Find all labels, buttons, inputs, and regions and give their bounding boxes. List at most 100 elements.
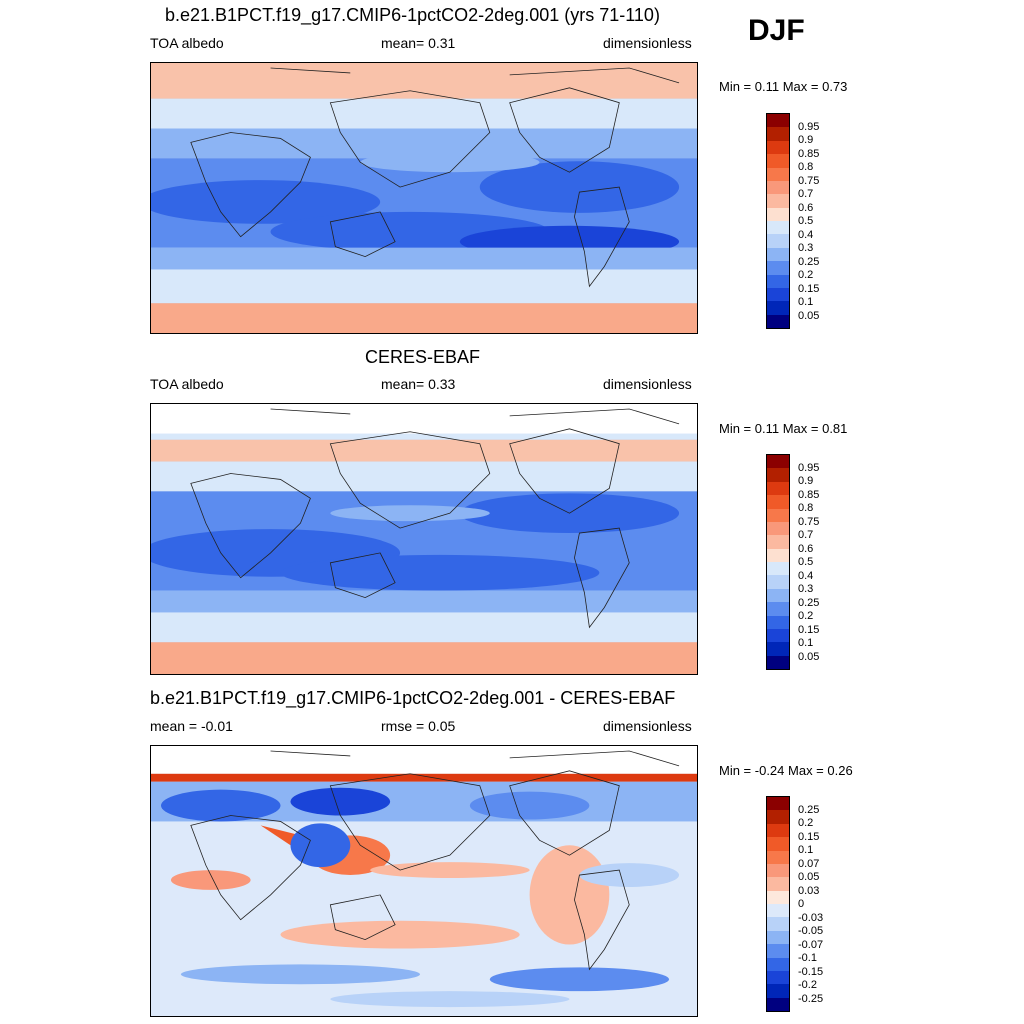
colorbar-tick-label: 0.25 [798, 803, 820, 816]
colorbar-tick-label: 0.15 [798, 282, 820, 295]
panel-1-map-field [151, 63, 697, 333]
colorbar-tick-label: 0.15 [798, 830, 820, 843]
panel-2-map-field [151, 404, 697, 674]
colorbar-tick-label: -0.2 [798, 979, 817, 991]
panel-1-minmax: Min = 0.11 Max = 0.73 [719, 79, 848, 94]
colorbar-swatch [767, 548, 789, 562]
colorbar-swatch [767, 944, 789, 958]
colorbar-swatch [767, 301, 789, 315]
colorbar-swatch [767, 287, 789, 302]
colorbar-tick-label: 0.25 [798, 596, 820, 609]
colorbar-swatch [767, 234, 789, 248]
panel-2-map [150, 403, 698, 675]
colorbar-tick-label: 0.05 [798, 650, 820, 663]
colorbar-swatch [767, 167, 789, 181]
panel-2-variable: TOA albedo [150, 376, 224, 392]
colorbar-swatch [767, 207, 789, 221]
colorbar-tick-label: 0.3 [798, 583, 814, 595]
panel-3-map [150, 745, 698, 1017]
colorbar-swatch [767, 984, 789, 998]
colorbar-swatch [767, 602, 789, 616]
colorbar-tick-label: 0.5 [798, 556, 814, 568]
colorbar-swatch [767, 140, 789, 155]
colorbar-swatch [767, 247, 789, 262]
colorbar-tick-label: 0.4 [798, 569, 814, 582]
panel-3-mean: mean = -0.01 [150, 718, 233, 734]
panel-3-map-field [151, 746, 697, 1016]
colorbar-swatch [767, 850, 789, 864]
colorbar-swatch [767, 455, 789, 469]
colorbar-swatch [767, 194, 789, 208]
colorbar-tick-label: 0.1 [798, 296, 814, 308]
colorbar-tick-label: 0.5 [798, 215, 814, 227]
colorbar-tick-label: 0.1 [798, 844, 814, 856]
colorbar-tick-label: 0.2 [798, 817, 814, 829]
colorbar-tick-label: 0.9 [798, 134, 814, 146]
colorbar-swatch [767, 274, 789, 288]
colorbar-tick-label: 0.6 [798, 542, 814, 555]
panel-1-map [150, 62, 698, 334]
colorbar-tick-label: 0.95 [798, 120, 820, 133]
colorbar-tick-label: 0.9 [798, 475, 814, 487]
colorbar-tick-label: -0.1 [798, 952, 817, 964]
colorbar-swatch [767, 917, 789, 931]
panel-2-mean: mean= 0.33 [381, 376, 456, 392]
panel-2-colorbar [766, 454, 790, 670]
colorbar-swatch [767, 575, 789, 589]
colorbar-tick-label: 0.8 [798, 502, 814, 514]
colorbar-swatch [767, 797, 789, 811]
panel-1-colorbar [766, 113, 790, 329]
colorbar-swatch [767, 261, 789, 275]
colorbar-swatch [767, 997, 789, 1011]
panel-3-colorbar [766, 796, 790, 1012]
colorbar-tick-label: 0 [798, 898, 805, 910]
colorbar-tick-label: 0.03 [798, 884, 820, 897]
panel-1-mean: mean= 0.31 [381, 35, 456, 51]
panel-3-rmse: rmse = 0.05 [381, 718, 456, 734]
colorbar-tick-label: -0.25 [798, 992, 824, 1005]
colorbar-tick-label: 0.7 [798, 188, 814, 200]
colorbar-swatch [767, 535, 789, 549]
colorbar-swatch [767, 114, 789, 128]
colorbar-swatch [767, 180, 789, 195]
colorbar-swatch [767, 837, 789, 851]
colorbar-tick-label: 0.4 [798, 228, 814, 241]
colorbar-swatch [767, 562, 789, 576]
colorbar-tick-label: 0.05 [798, 309, 820, 322]
colorbar-swatch [767, 863, 789, 878]
colorbar-tick-label: 0.7 [798, 529, 814, 541]
colorbar-tick-label: 0.85 [798, 488, 820, 501]
colorbar-tick-label: 0.2 [798, 610, 814, 622]
colorbar-swatch [767, 221, 789, 235]
panel-2-title: CERES-EBAF [365, 347, 481, 367]
colorbar-swatch [767, 890, 789, 904]
colorbar-swatch [767, 957, 789, 971]
colorbar-swatch [767, 930, 789, 945]
colorbar-tick-label: 0.75 [798, 174, 820, 187]
colorbar-swatch [767, 877, 789, 891]
panel-3-minmax: Min = -0.24 Max = 0.26 [719, 763, 853, 778]
panel-3-title: b.e21.B1PCT.f19_g17.CMIP6-1pctCO2-2deg.0… [150, 688, 676, 708]
colorbar-tick-label: -0.07 [798, 938, 824, 951]
colorbar-swatch [767, 508, 789, 522]
colorbar-tick-label: 0.25 [798, 255, 820, 268]
season-label: DJF [748, 14, 805, 47]
colorbar-swatch [767, 642, 789, 656]
colorbar-tick-label: 0.05 [798, 871, 820, 883]
colorbar-tick-label: 0.3 [798, 242, 814, 254]
colorbar-tick-label: -0.05 [798, 925, 824, 937]
colorbar-swatch [767, 810, 789, 824]
colorbar-swatch [767, 154, 789, 168]
colorbar-swatch [767, 127, 789, 141]
panel-2-minmax: Min = 0.11 Max = 0.81 [719, 421, 848, 436]
colorbar-tick-label: 0.1 [798, 637, 814, 649]
colorbar-swatch [767, 481, 789, 496]
panel-1-title: b.e21.B1PCT.f19_g17.CMIP6-1pctCO2-2deg.0… [165, 5, 660, 25]
colorbar-tick-label: 0.8 [798, 161, 814, 173]
colorbar-swatch [767, 823, 789, 838]
colorbar-tick-label: 0.95 [798, 461, 820, 474]
colorbar-swatch [767, 904, 789, 918]
colorbar-swatch [767, 970, 789, 985]
colorbar-swatch [767, 495, 789, 509]
panel-2-units: dimensionless [603, 376, 692, 392]
